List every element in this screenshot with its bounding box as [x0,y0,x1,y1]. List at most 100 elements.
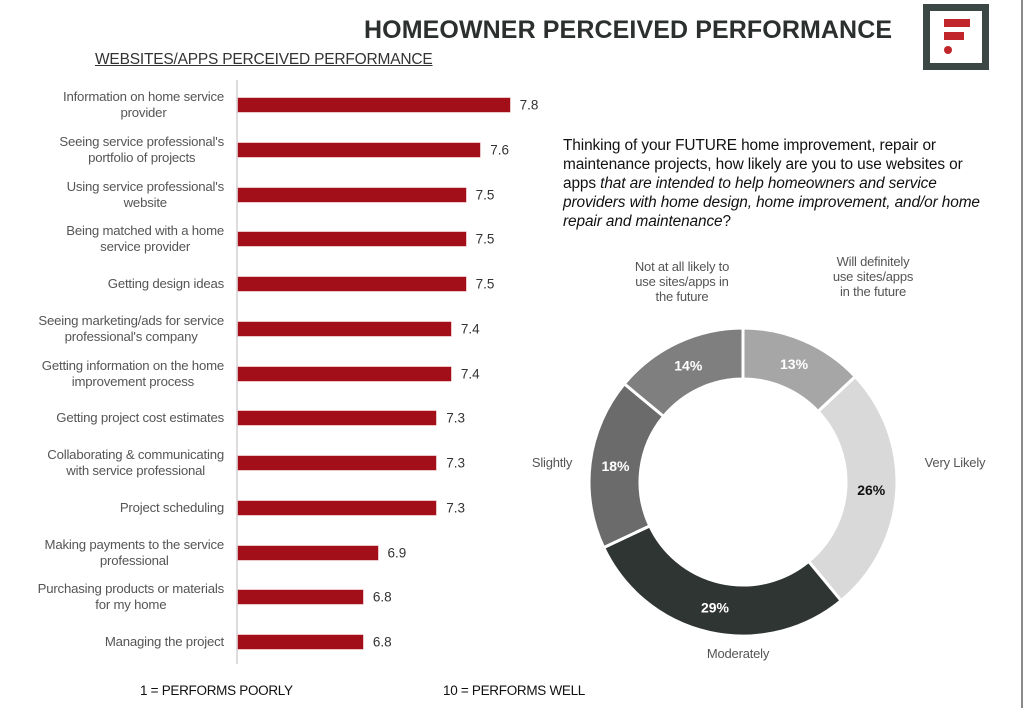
logo-dot [944,46,952,54]
bar-category-label-box: Making payments to the service profession… [44,536,225,569]
bar-category-label-box: Seeing service professional's portfolio o… [59,134,224,166]
bar-category-label: Being matched with a home service provide… [0,223,224,255]
bar [238,366,451,381]
donut-slice-category-label-line: Very Likely [924,454,986,470]
donut-slice-category-label-line: Will definitely [836,253,910,269]
bar-category-label-box: Collaborating & communicating with servic… [47,447,224,479]
bar-category-label-line: improvement process [71,373,195,389]
bar-category-label: Project scheduling [119,499,224,515]
question-text: Thinking of your FUTURE home improvement… [563,137,963,192]
bar-value-label: 7.3 [446,500,466,516]
bar-category-label-line: Purchasing products or materials [37,581,225,597]
bar-category-label-line: Seeing service professional's [59,133,224,149]
donut-slice [806,374,899,603]
bar-category-label-box: Purchasing products or materials for my h… [37,581,225,613]
bar-value-label: 6.9 [387,545,407,560]
donut-slice-category-label-line: Moderately [706,645,770,661]
donut-slice-value-label: 26% [857,482,886,498]
donut-slice-category-label: Will definitely use sites/apps in the futu… [818,254,928,299]
donut-slice-category-label-line: the future [655,288,709,304]
donut-slice-category-label: Not at all likely to use sites/apps in the… [622,259,742,304]
bar-category-label-line: Being matched with a home [66,223,224,239]
bar-category-label-line: provider [120,105,167,120]
bar-category-label: Managing the project [104,634,224,649]
bar [238,142,481,157]
bar-value-label: 7.4 [460,366,480,381]
donut-slice-value-label: 18% [601,458,630,474]
question-end: ? [722,213,732,230]
page-edge-divider [1021,0,1023,708]
bar-value-label: 7.5 [475,231,495,247]
donut-slice-value-label: 14% [674,358,703,374]
bar-category-label-box: Using service professional's website [67,179,225,211]
bar [238,590,363,605]
bar-category-label-line: Making payments to the service [44,536,225,552]
donut-slice-category-label: Very Likely [910,455,1000,470]
bar-chart-axis [236,80,238,664]
question-italic-text: that are intended to help homeowners and… [563,175,980,230]
bar-category-label-line: professional [99,552,169,568]
donut-slice-category-label-line: use sites/apps in [635,273,729,289]
donut-slice [622,326,745,419]
bar [238,98,510,112]
bar-category-label-line: Getting information on the home [41,357,224,373]
bar-value-label: 7.6 [490,142,510,158]
bar [238,500,437,515]
scale-high-note: 10 = PERFORMS WELL [443,683,586,698]
donut-slice-category-label-line: in the future [839,283,907,299]
donut-slice-value-label: 13% [780,356,809,372]
bar-category-label: Getting project cost estimates [56,410,224,426]
bar-value-label: 7.5 [475,276,495,292]
bar-value-label: 7.4 [460,321,480,337]
brand-logo-icon [923,4,989,70]
bar-category-label-line: for my home [95,597,167,613]
bar-category-label-box: Being matched with a home service provide… [66,223,224,255]
bar-category-label-line: with service professional [66,463,205,478]
bar-category-label-box: Information on home service provider [63,89,224,121]
scale-low-note: 1 = PERFORMS POORLY [140,683,293,698]
donut-slice-category-label-line: Slightly [531,454,573,470]
donut-question: Thinking of your FUTURE home improvement… [563,136,983,231]
bar-category-label-line: service provider [100,239,191,255]
donut-slice-category-label-line: Not at all likely to [634,258,730,274]
donut-slice-value-label: 29% [701,599,730,615]
donut-slice-category-label-line: use sites/apps [832,268,914,284]
logo-bar-top [944,19,970,27]
bar-value-label: 6.8 [372,634,392,650]
bar [238,456,437,470]
donut-slice-category-label: Moderately [688,646,788,661]
bar-value-label: 6.8 [372,589,392,605]
donut-slice [601,523,844,638]
bar-category-label-line: Collaborating & communicating [47,447,224,462]
bar-category-label: Information on home service provider [0,89,224,121]
bar [238,277,466,291]
logo-bar-middle [944,32,964,40]
bar-value-label: 7.3 [446,410,466,426]
bar-category-label-line: portfolio of projects [88,149,196,165]
bar [238,545,378,560]
bar-category-label: Getting information on the home improveme… [0,358,224,390]
bar [238,321,451,336]
bar [238,187,466,202]
bar-category-label-line: Information on home service [63,89,224,104]
bar-category-label: Purchasing products or materials for my h… [0,581,225,613]
bar-category-label: Using service professional's website [0,179,225,211]
bar [238,411,437,426]
bar-category-label: Getting design ideas [107,276,224,291]
page-title: HOMEOWNER PERCEIVED PERFORMANCE [364,16,893,44]
bar [238,635,363,649]
bar-category-label-line: professional's company [64,328,198,344]
donut-slice-category-label: Slightly [517,455,587,470]
bar-category-label-box: Getting information on the home improveme… [42,358,224,390]
bar-category-label-box: Seeing marketing/ads for service professi… [38,313,224,345]
bar-value-label: 7.5 [475,187,495,202]
bar-category-label-line: website [123,194,168,210]
bar-category-label: Making payments to the service profession… [0,536,225,569]
bar-value-label: 7.8 [519,97,539,113]
bar-category-label: Seeing marketing/ads for service professi… [0,313,224,345]
bar-category-label: Collaborating & communicating with servic… [0,447,224,479]
bar-category-label: Seeing service professional's portfolio o… [0,134,224,166]
bar [238,232,466,247]
bar-value-label: 7.3 [446,455,466,471]
